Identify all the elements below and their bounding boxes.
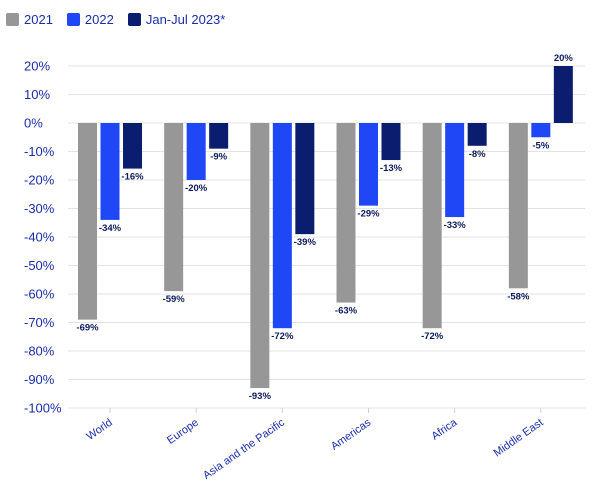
data-label: -34% <box>99 223 122 234</box>
x-tick-label: Asia and the Pacific <box>201 416 287 482</box>
bar-2022 <box>100 123 120 220</box>
data-label: -8% <box>469 149 486 160</box>
legend-swatch-2023 <box>127 12 141 26</box>
data-label: -63% <box>335 306 358 317</box>
data-label: -69% <box>76 323 99 334</box>
y-tick-label: -100% <box>24 401 62 416</box>
legend-swatch-2022 <box>66 12 80 26</box>
bar-2022 <box>531 123 551 138</box>
data-label: -5% <box>532 140 549 151</box>
data-label: -39% <box>294 237 317 248</box>
bar-jan-jul-2023- <box>553 66 573 123</box>
legend-label-2022: 2022 <box>84 11 114 27</box>
data-label: -16% <box>121 172 144 183</box>
x-tick-label: Americas <box>329 416 374 452</box>
bar-2022 <box>359 123 378 206</box>
legend-swatch-2021 <box>6 12 19 26</box>
y-tick-label: -60% <box>24 287 55 302</box>
bar-2021 <box>250 123 270 389</box>
data-label: -93% <box>249 391 272 402</box>
data-label: -29% <box>357 209 380 220</box>
y-tick-label: -40% <box>24 230 55 245</box>
legend-label-2023: Jan-Jul 2023* <box>145 11 226 27</box>
data-label: -58% <box>507 291 530 302</box>
data-label: -9% <box>210 152 227 163</box>
bar-2021 <box>508 123 528 289</box>
x-tick-label: Europe <box>165 417 201 447</box>
y-tick-label: -10% <box>24 144 55 159</box>
data-label: -72% <box>421 331 444 342</box>
bar-jan-jul-2023- <box>467 123 487 146</box>
y-tick-label: 0% <box>24 116 43 131</box>
bar-jan-jul-2023- <box>123 123 142 169</box>
bar-2022 <box>445 123 465 218</box>
bar-2021 <box>336 123 356 303</box>
y-tick-label: -20% <box>24 173 55 188</box>
bar-jan-jul-2023- <box>381 123 401 161</box>
bar-2021 <box>78 123 97 320</box>
data-label: -72% <box>271 331 294 342</box>
bar-2022 <box>186 123 206 180</box>
bar-jan-jul-2023- <box>209 123 229 149</box>
x-tick-label: World <box>84 417 114 443</box>
chart-legend: 2021 2022 Jan-Jul 2023* <box>6 10 225 28</box>
y-tick-label: -50% <box>24 258 55 273</box>
legend-label-2021: 2021 <box>24 11 53 27</box>
y-tick-label: -30% <box>24 201 55 216</box>
bar-jan-jul-2023- <box>295 123 315 235</box>
legend-item-2021: 2021 <box>6 12 53 27</box>
data-label: -20% <box>185 183 208 194</box>
bar-2022 <box>272 123 292 329</box>
y-tick-label: -90% <box>24 372 55 387</box>
bar-2021 <box>422 123 442 329</box>
data-label: -33% <box>444 220 467 231</box>
bar-2021 <box>164 123 184 292</box>
y-tick-label: -80% <box>24 344 55 359</box>
data-label: -13% <box>380 163 403 174</box>
x-tick-label: Africa <box>429 416 460 442</box>
legend-item-2022: 2022 <box>66 11 114 27</box>
y-tick-label: -70% <box>24 315 55 330</box>
x-tick-label: Middle East <box>492 417 546 460</box>
y-tick-label: 10% <box>24 87 50 102</box>
y-tick-label: 20% <box>24 59 50 74</box>
data-label: 20% <box>554 53 574 64</box>
legend-item-2023: Jan-Jul 2023* <box>127 11 226 27</box>
data-label: -59% <box>163 294 186 305</box>
